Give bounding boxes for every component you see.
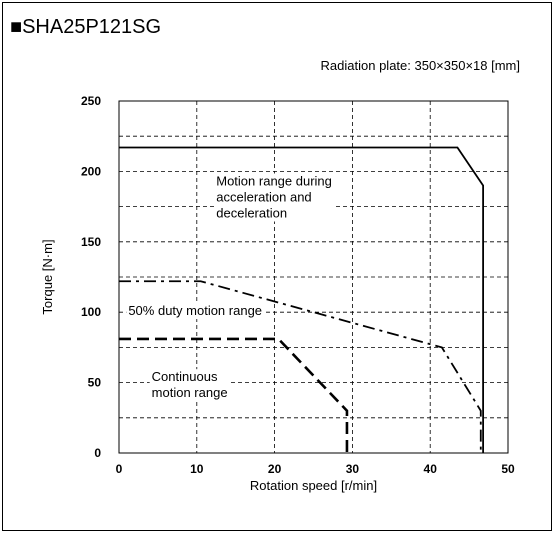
series-dashdot-line (119, 280, 482, 453)
annotation-background (126, 303, 265, 320)
y-tick-label: 100 (81, 305, 101, 319)
tick-labels: 0 10 20 30 40 50 0 50 100 150 200 250 (81, 94, 515, 476)
y-axis-label: Torque [N·m] (40, 239, 55, 314)
chart-title: ■SHA25P121SG (10, 16, 162, 38)
y-tick-label: 250 (81, 94, 101, 108)
x-axis-label: Rotation speed [r/min] (250, 478, 377, 493)
annotation-text: deceleration (216, 205, 287, 220)
series-solid-line (119, 146, 485, 453)
x-tick-label: 40 (424, 462, 438, 476)
y-tick-label: 200 (81, 164, 101, 178)
x-tick-label: 20 (268, 462, 282, 476)
annotation-background (149, 369, 230, 402)
annotation-text: 50% duty motion range (128, 303, 262, 318)
annotation-text: acceleration and (216, 189, 311, 204)
y-tick-label: 50 (88, 376, 102, 390)
annotation-1: 50% duty motion range (126, 303, 265, 320)
y-tick-label: 150 (81, 235, 101, 249)
series-lines (119, 146, 485, 453)
annotation-background (214, 173, 334, 222)
x-tick-label: 30 (346, 462, 360, 476)
annotation-text: motion range (152, 385, 228, 400)
series-dashed-line (119, 337, 349, 453)
annotation-text: Motion range during (216, 173, 332, 188)
plot-border (118, 100, 509, 454)
chart-subtitle: Radiation plate: 350×350×18 [mm] (320, 58, 520, 73)
y-tick-label: 0 (94, 446, 101, 460)
x-tick-label: 10 (190, 462, 204, 476)
annotation-text: Continuous (152, 369, 218, 384)
x-tick-label: 0 (116, 462, 123, 476)
x-tick-label: 50 (501, 462, 515, 476)
